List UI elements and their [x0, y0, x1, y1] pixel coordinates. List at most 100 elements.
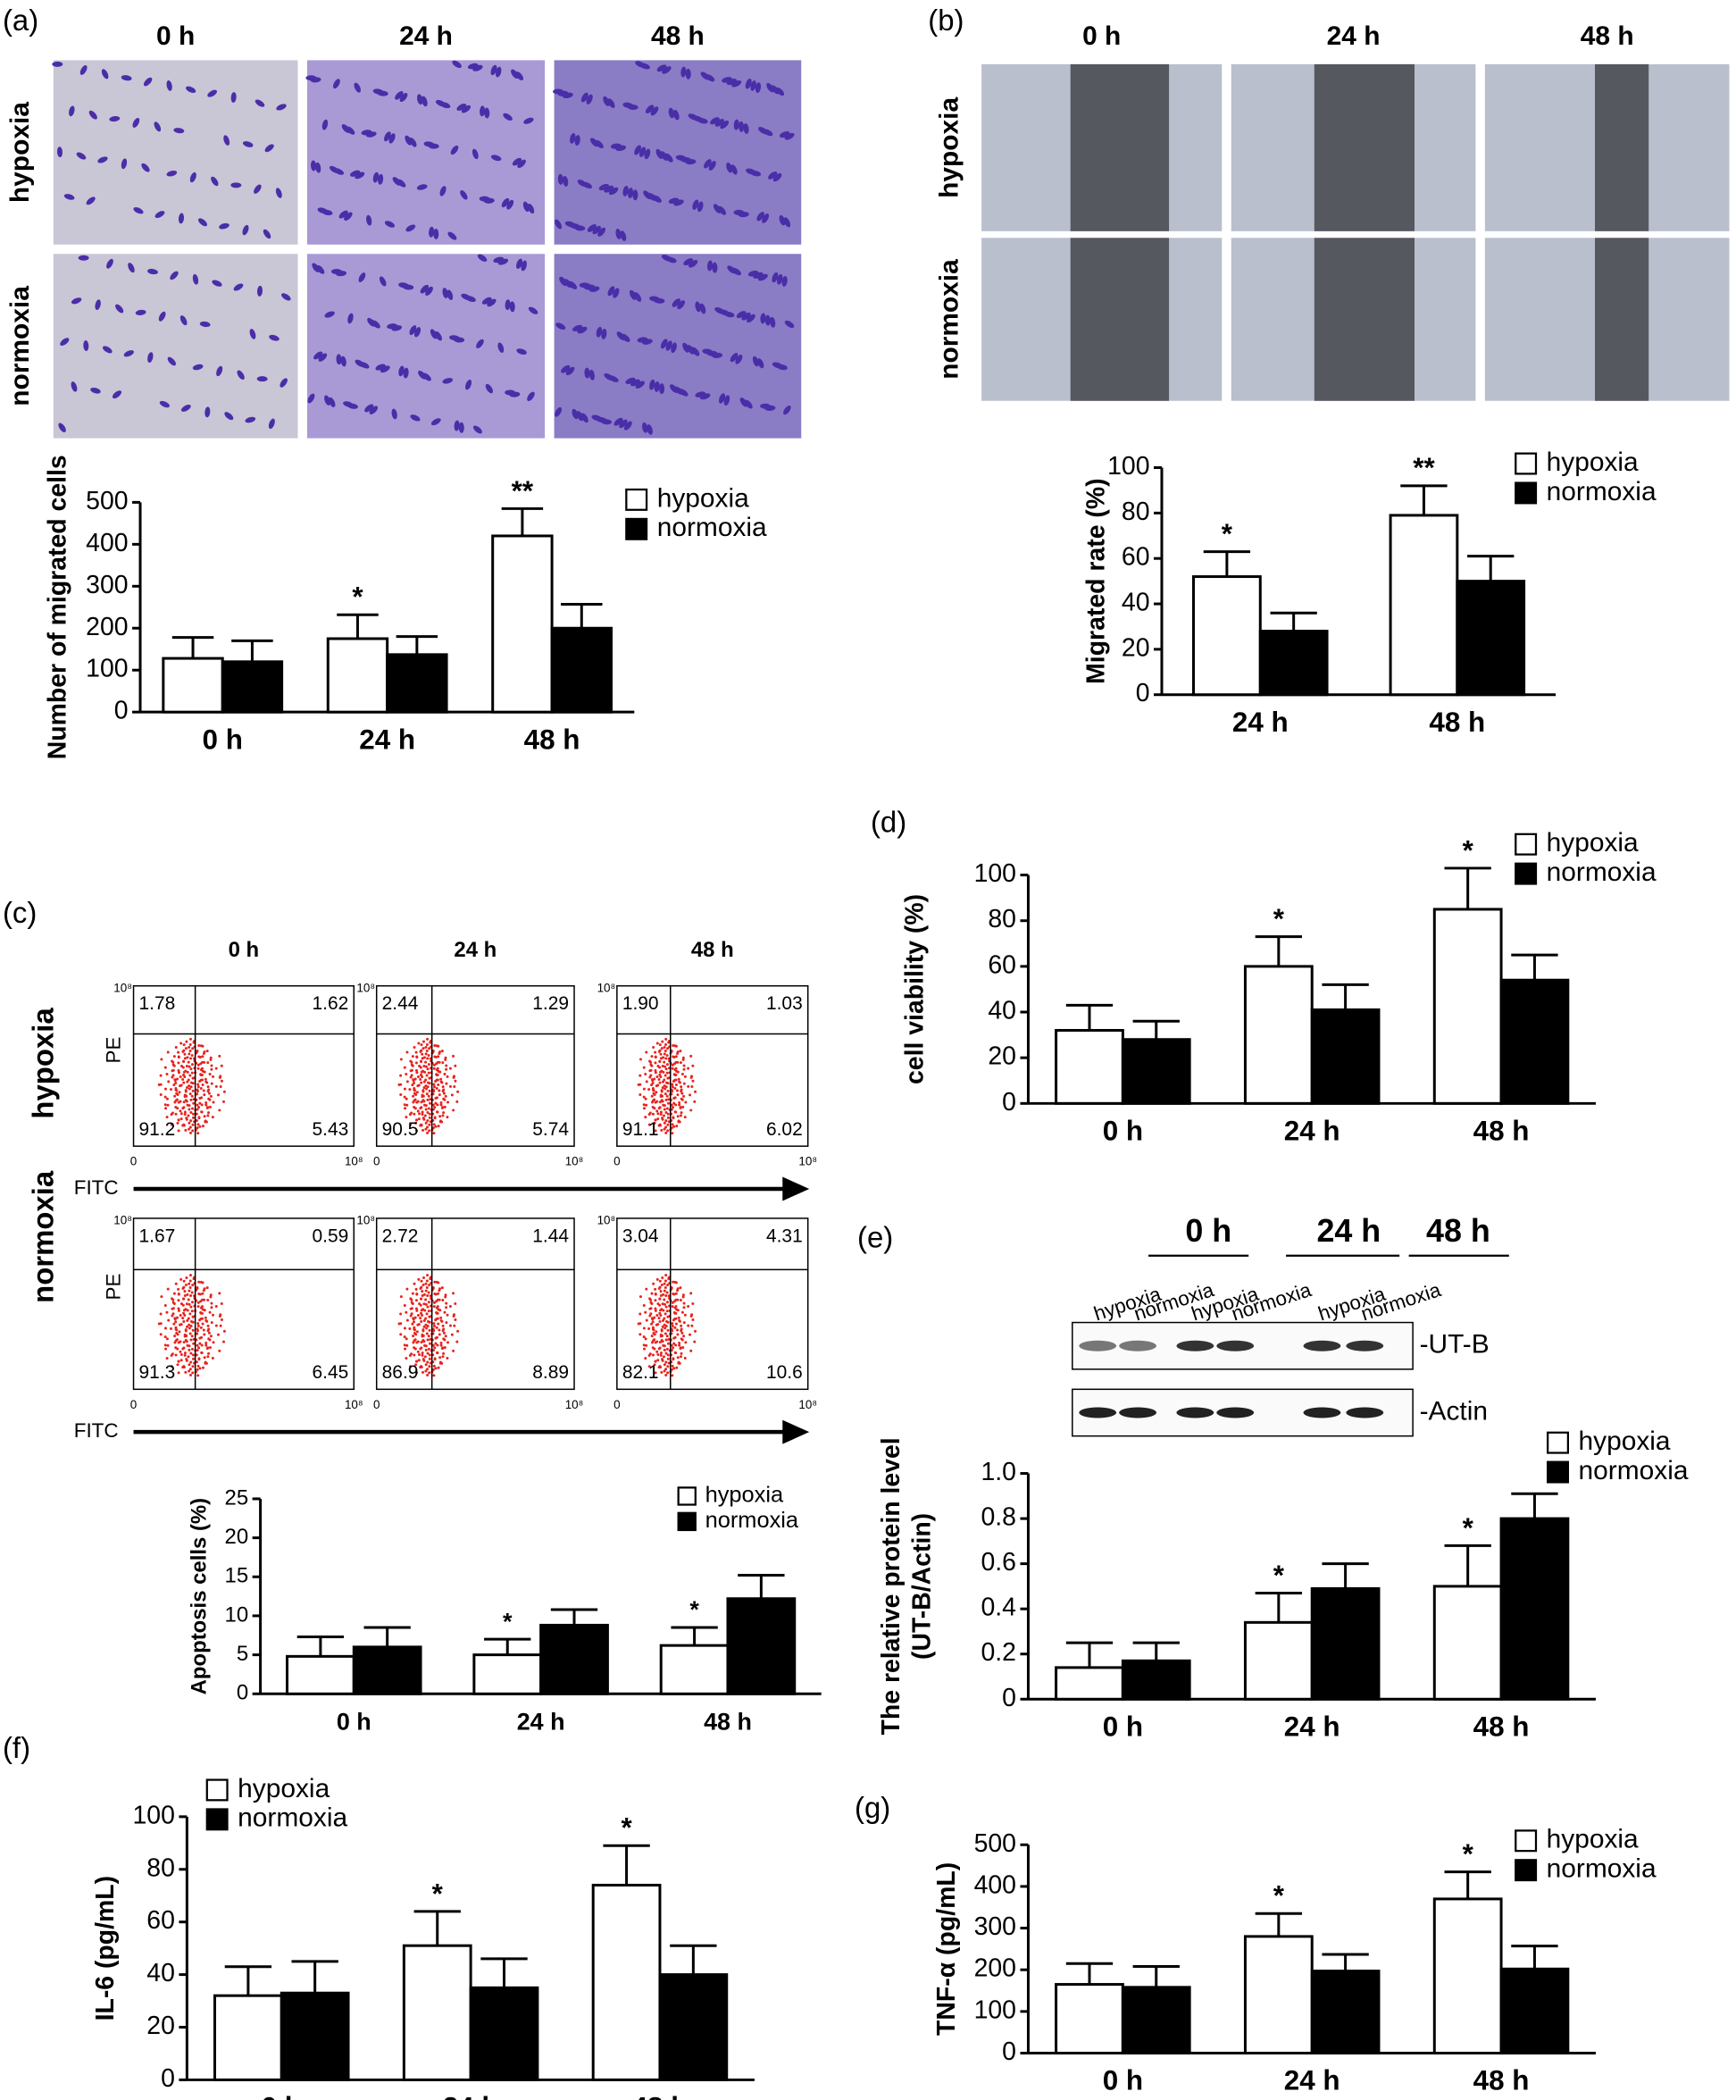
cell-event [163, 1087, 167, 1091]
cell-event [665, 1054, 669, 1058]
cell-event [413, 1077, 417, 1081]
cell-event [203, 1298, 206, 1301]
x-tick-label: 0 h [203, 724, 243, 755]
cell-event [659, 1070, 663, 1074]
cell-stain [347, 403, 358, 409]
cell-stain [660, 339, 668, 349]
cell-event [666, 1101, 670, 1105]
quadrant-value: 91.1 [622, 1119, 659, 1140]
cell-stain [587, 223, 597, 232]
blot-band [1119, 1407, 1157, 1418]
cell-event [424, 1065, 428, 1068]
cell-event [442, 1331, 446, 1334]
y-tick-label: 1.0 [981, 1458, 1016, 1486]
x-tick-label: 0 h [1103, 1116, 1143, 1147]
bar [1310, 1970, 1381, 2055]
cell-stain [608, 187, 619, 196]
cell-event [677, 1119, 680, 1123]
cell-stain [652, 195, 662, 203]
cell-stain [224, 412, 234, 421]
cell-event [673, 1335, 677, 1339]
cell-event [665, 1301, 669, 1304]
cell-event [433, 1085, 437, 1089]
cell-event [663, 1355, 666, 1359]
cell-event [677, 1360, 680, 1364]
cell-event [414, 1307, 418, 1310]
cell-event [428, 1089, 431, 1092]
y-axis-title: PE [103, 1037, 125, 1064]
cell-stain [691, 347, 700, 356]
cell-event [659, 1057, 663, 1060]
cell-stain [245, 416, 256, 423]
cell-event [212, 1341, 215, 1344]
cell-stain [403, 367, 409, 379]
cell-event [182, 1073, 186, 1076]
cell-event [412, 1317, 415, 1320]
cell-event [192, 1337, 196, 1341]
legend-swatch [1515, 832, 1538, 856]
cell-stain [756, 212, 764, 222]
cell-event [674, 1044, 678, 1048]
cell-event [671, 1123, 674, 1126]
cell-event [183, 1113, 187, 1117]
y-tick-label: 0 [1002, 1684, 1016, 1712]
legend-label: normoxia [657, 513, 767, 542]
cell-stain [461, 105, 472, 113]
cell-event [188, 1065, 191, 1068]
cell-event [196, 1126, 199, 1130]
cell-stain [192, 364, 204, 371]
cell-event [189, 1374, 193, 1377]
cell-event [419, 1059, 422, 1063]
cell-event [159, 1083, 163, 1086]
y-tick-label: 0 [1002, 2037, 1016, 2066]
cell-event [681, 1058, 685, 1061]
cell-event [422, 1325, 426, 1328]
cell-event [421, 1090, 425, 1093]
cell-event [173, 1334, 177, 1338]
cell-event [439, 1343, 443, 1347]
cell-stain [501, 197, 510, 208]
cell-event [672, 1318, 675, 1322]
cell-event [405, 1072, 408, 1075]
cell-event [174, 1099, 178, 1102]
cell-event [196, 1063, 200, 1067]
cell-event [415, 1371, 419, 1375]
cell-event [672, 1342, 676, 1345]
cell-event [411, 1322, 414, 1326]
cell-event [182, 1279, 186, 1283]
cell-event [419, 1073, 422, 1076]
cell-event [405, 1287, 409, 1291]
cell-event [664, 1279, 667, 1283]
cell-event [643, 1347, 646, 1351]
cell-event [214, 1084, 218, 1088]
cell-stain [430, 418, 441, 426]
cell-event [424, 1302, 428, 1306]
cell-event [649, 1060, 653, 1064]
cell-event [191, 1047, 195, 1050]
cell-event [405, 1097, 408, 1100]
cell-event [184, 1329, 188, 1333]
cell-event [677, 1077, 680, 1081]
cell-event [171, 1068, 175, 1072]
cell-event [447, 1100, 450, 1104]
cell-stain [405, 224, 416, 232]
y-tick-label: 500 [86, 487, 128, 515]
cell-stain [421, 372, 431, 381]
cell-stain [695, 301, 701, 313]
cell-event [199, 1311, 203, 1315]
significance-mark: * [1222, 518, 1233, 549]
bar [1258, 630, 1329, 697]
cell-event [435, 1335, 438, 1339]
cell-event [448, 1324, 452, 1327]
cell-stain [450, 145, 459, 155]
cell-event [199, 1087, 203, 1091]
cell-event [416, 1314, 420, 1317]
row-label: hypoxia [5, 102, 35, 203]
cell-event [421, 1099, 425, 1102]
cell-event [651, 1081, 655, 1084]
cell-event [666, 1123, 670, 1126]
cell-event [206, 1090, 210, 1093]
cell-event [208, 1346, 212, 1350]
cell-event [170, 1123, 173, 1126]
cell-event [660, 1099, 664, 1102]
